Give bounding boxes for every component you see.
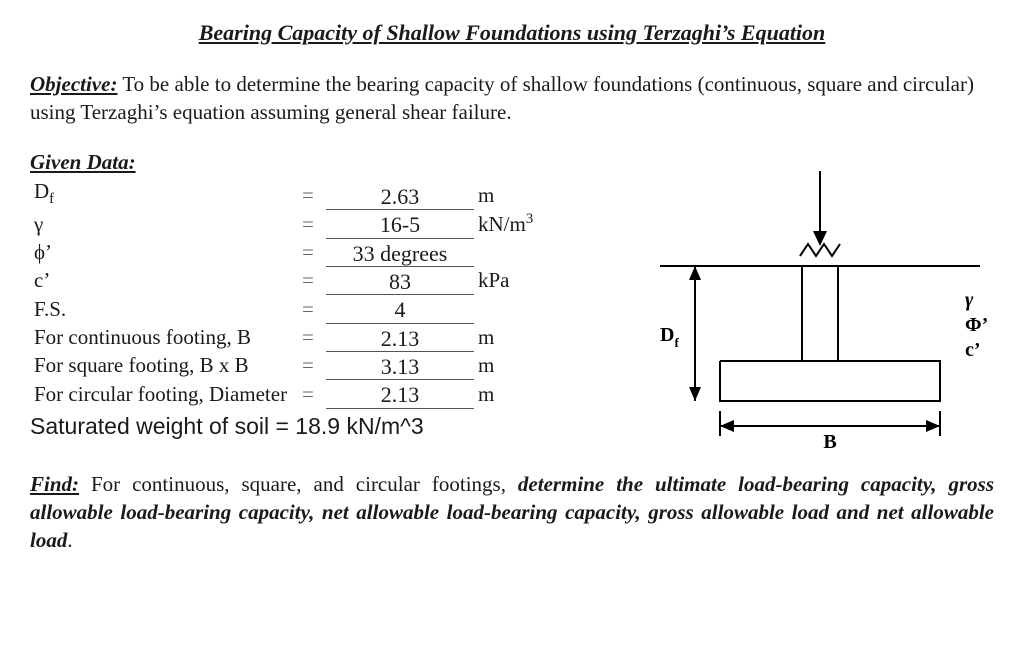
given-unit: m xyxy=(474,323,537,351)
given-unit xyxy=(474,295,537,323)
given-symbol: c’ xyxy=(30,266,298,294)
equals-sign: = xyxy=(298,177,326,210)
given-row: c’=83kPa xyxy=(30,266,537,294)
equals-sign: = xyxy=(298,295,326,323)
given-value: 83 xyxy=(326,266,474,294)
svg-text:Φ’: Φ’ xyxy=(965,314,988,336)
equals-sign: = xyxy=(298,238,326,266)
given-row: For continuous footing, B=2.13m xyxy=(30,323,537,351)
given-value: 3.13 xyxy=(326,351,474,379)
given-value: 16-5 xyxy=(326,210,474,238)
saturated-weight-line: Saturated weight of soil = 18.9 kN/m^3 xyxy=(30,411,630,442)
find-period: . xyxy=(67,528,72,552)
given-row: For square footing, B x B=3.13m xyxy=(30,351,537,379)
given-label: Given Data: xyxy=(30,148,630,176)
equals-sign: = xyxy=(298,351,326,379)
given-unit: m xyxy=(474,351,537,379)
diagram-column: Df Bγ Φ’ c’ xyxy=(640,148,1000,463)
svg-text:B: B xyxy=(823,431,836,453)
svg-text:c’: c’ xyxy=(965,339,981,361)
find-label: Find: xyxy=(30,472,79,496)
given-value: 2.63 xyxy=(326,177,474,210)
given-value: 2.13 xyxy=(326,380,474,408)
svg-text:Df: Df xyxy=(660,324,679,350)
footing-diagram: Df Bγ Φ’ c’ xyxy=(640,156,1000,456)
given-symbol: γ xyxy=(30,210,298,238)
equals-sign: = xyxy=(298,380,326,408)
given-symbol: F.S. xyxy=(30,295,298,323)
given-row: Df=2.63m xyxy=(30,177,537,210)
given-symbol: ϕ’ xyxy=(30,238,298,266)
objective-text: To be able to determine the bearing capa… xyxy=(30,72,974,124)
given-unit xyxy=(474,238,537,266)
given-symbol: For continuous footing, B xyxy=(30,323,298,351)
given-symbol: For square footing, B x B xyxy=(30,351,298,379)
find-lead: For continuous, square, and circular foo… xyxy=(79,472,518,496)
svg-text:γ: γ xyxy=(965,289,974,311)
equals-sign: = xyxy=(298,323,326,351)
given-row: γ=16-5kN/m3 xyxy=(30,210,537,238)
given-value: 2.13 xyxy=(326,323,474,351)
given-row: For circular footing, Diameter=2.13m xyxy=(30,380,537,408)
page-title: Bearing Capacity of Shallow Foundations … xyxy=(30,18,994,48)
objective-block: Objective: To be able to determine the b… xyxy=(30,70,994,127)
find-block: Find: For continuous, square, and circul… xyxy=(30,470,994,555)
given-row: ϕ’=33 degrees xyxy=(30,238,537,266)
equals-sign: = xyxy=(298,266,326,294)
given-unit: m xyxy=(474,177,537,210)
equals-sign: = xyxy=(298,210,326,238)
given-symbol: For circular footing, Diameter xyxy=(30,380,298,408)
given-data-column: Given Data: Df=2.63mγ=16-5kN/m3ϕ’=33 deg… xyxy=(30,148,630,441)
given-unit: m xyxy=(474,380,537,408)
given-value: 33 degrees xyxy=(326,238,474,266)
objective-label: Objective: xyxy=(30,72,117,96)
given-data-table: Df=2.63mγ=16-5kN/m3ϕ’=33 degreesc’=83kPa… xyxy=(30,177,537,409)
given-value: 4 xyxy=(326,295,474,323)
given-unit: kPa xyxy=(474,266,537,294)
given-symbol: Df xyxy=(30,177,298,210)
given-unit: kN/m3 xyxy=(474,210,537,238)
given-row: F.S.=4 xyxy=(30,295,537,323)
